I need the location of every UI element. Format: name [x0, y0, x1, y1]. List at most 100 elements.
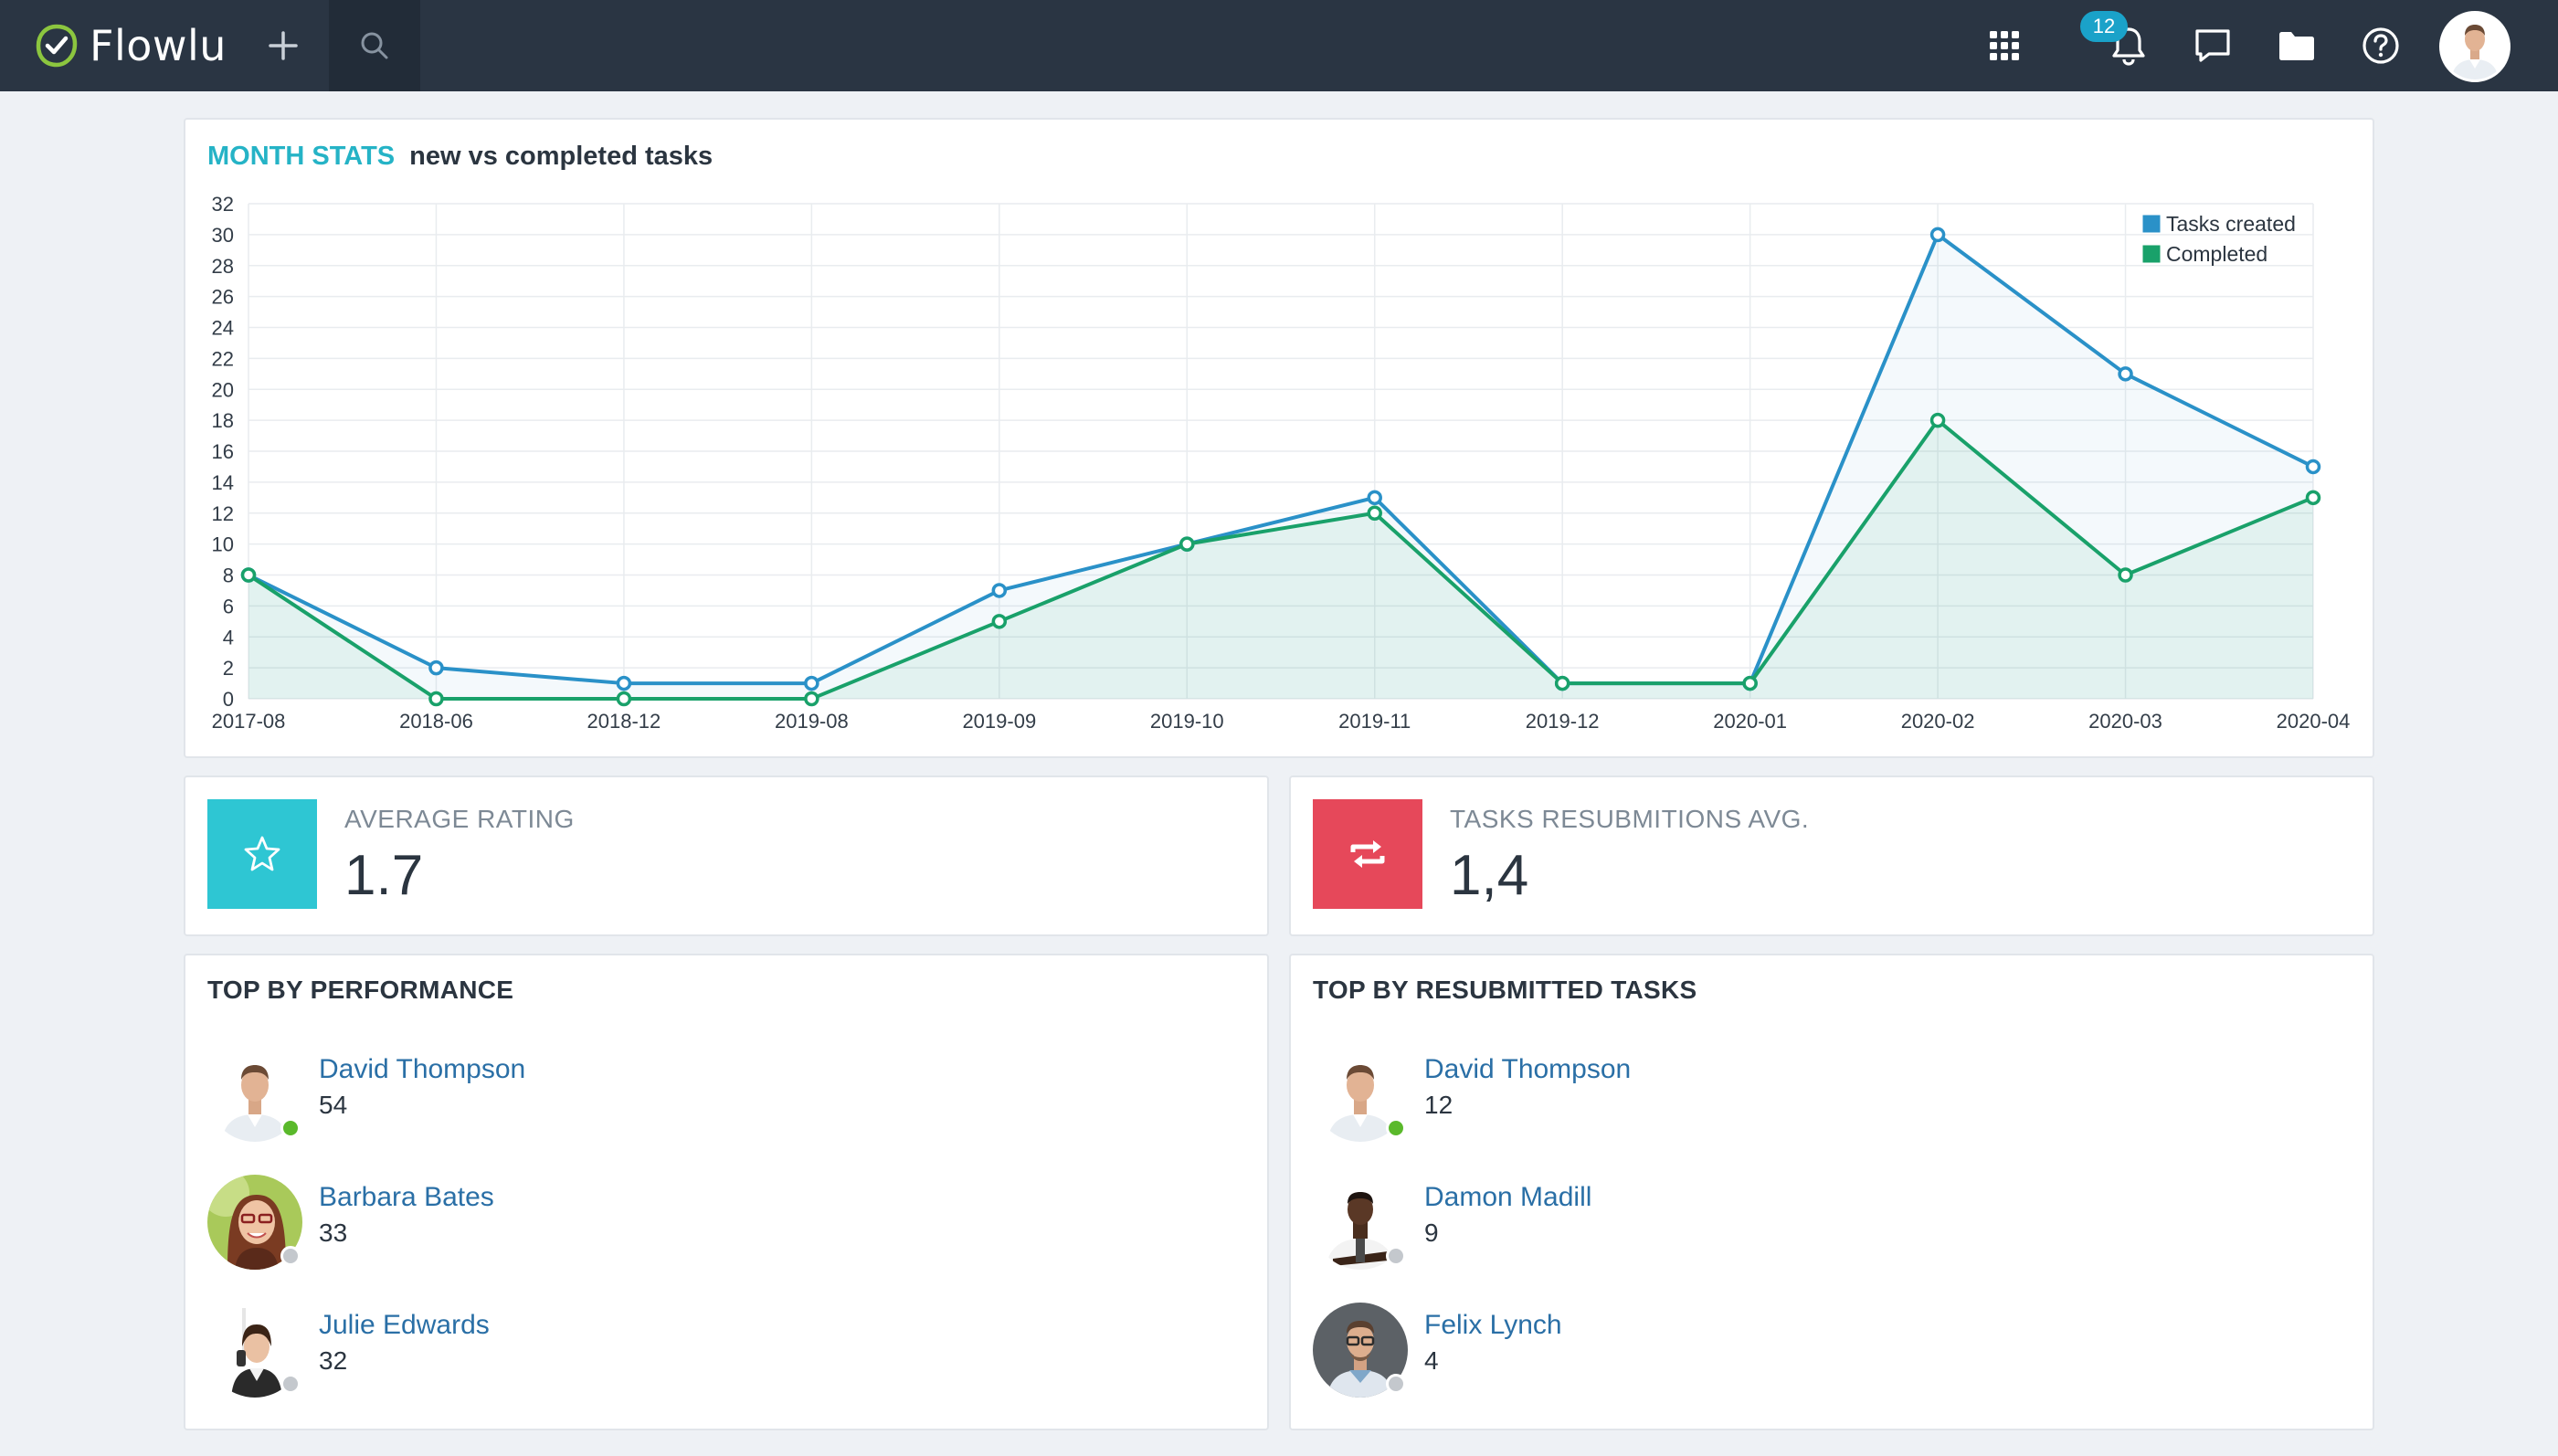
x-tick-label: 2017-08 — [212, 710, 286, 733]
search-button[interactable] — [329, 0, 420, 91]
series-line — [248, 232, 2314, 686]
y-tick-label: 14 — [212, 471, 234, 494]
y-tick-label: 32 — [212, 193, 234, 216]
star-icon — [244, 836, 280, 871]
top-by-resubmitted-card: TOP BY RESUBMITTED TASKS David Thompson … — [1289, 954, 2374, 1430]
online-status-dot — [1386, 1118, 1406, 1138]
x-tick-label: 2018-12 — [587, 710, 661, 733]
y-tick-label: 18 — [212, 409, 234, 432]
folder-icon — [2279, 32, 2314, 60]
data-point — [991, 583, 1008, 598]
resubmissions-value: 1,4 — [1450, 844, 1529, 907]
series-area — [248, 234, 2313, 699]
logo-check-icon — [36, 24, 78, 68]
list-item: Felix Lynch 4 — [1313, 1303, 1952, 1403]
offline-status-dot — [1386, 1374, 1406, 1394]
average-rating-card: AVERAGE RATING 1.7 — [184, 775, 1269, 936]
y-tick-label: 24 — [212, 317, 234, 340]
person-score: 32 — [319, 1346, 348, 1375]
y-tick-label: 30 — [212, 224, 234, 247]
y-tick-label: 0 — [223, 688, 234, 711]
average-rating-label: AVERAGE RATING — [344, 805, 575, 833]
data-point — [991, 614, 1008, 629]
data-point — [2305, 490, 2321, 506]
person-name-link[interactable]: Barbara Bates — [319, 1182, 494, 1212]
data-point — [1179, 536, 1195, 552]
x-tick-label: 2019-09 — [962, 710, 1036, 733]
y-tick-label: 2 — [223, 657, 234, 680]
top-navigation-bar: Flowlu 12 — [0, 0, 2558, 91]
apps-grid-button[interactable] — [1981, 22, 2028, 69]
resubmissions-label: TASKS RESUBMITIONS AVG. — [1450, 805, 1810, 833]
data-point — [1929, 412, 1946, 428]
chat-button[interactable] — [2189, 22, 2236, 69]
data-point — [240, 567, 257, 583]
list-item: Julie Edwards 32 — [207, 1303, 847, 1403]
repeat-icon — [1350, 840, 1385, 868]
offline-status-dot — [280, 1246, 301, 1266]
search-icon — [361, 32, 388, 59]
app-name: Flowlu — [90, 21, 227, 70]
data-point — [616, 675, 632, 691]
resubmissions-icon-box — [1313, 799, 1422, 909]
files-button[interactable] — [2273, 22, 2320, 69]
data-point — [1367, 490, 1382, 506]
data-point — [1367, 505, 1382, 521]
person-name-link[interactable]: Damon Madill — [1424, 1182, 1592, 1212]
person-score: 33 — [319, 1219, 348, 1247]
apps-grid-icon — [1990, 31, 2019, 60]
x-tick-label: 2019-10 — [1150, 710, 1224, 733]
tasks-resubmissions-card: TASKS RESUBMITIONS AVG. 1,4 — [1289, 775, 2374, 936]
legend-label: Tasks created — [2166, 212, 2296, 236]
person-name-link[interactable]: Julie Edwards — [319, 1310, 490, 1340]
data-point — [804, 675, 819, 691]
chart-title: MONTH STATS new vs completed tasks — [207, 142, 713, 172]
data-point — [2305, 459, 2321, 475]
y-tick-label: 12 — [212, 502, 234, 525]
x-tick-label: 2020-04 — [2277, 710, 2351, 733]
person-score: 4 — [1424, 1346, 1439, 1375]
y-tick-label: 26 — [212, 286, 234, 309]
data-point — [428, 659, 444, 676]
app-logo[interactable]: Flowlu — [35, 21, 227, 70]
y-tick-label: 8 — [223, 564, 234, 587]
create-new-button[interactable] — [258, 24, 309, 68]
y-tick-label: 4 — [223, 626, 234, 649]
chart-title-accent: MONTH STATS — [207, 142, 396, 171]
avatar[interactable] — [207, 1047, 302, 1142]
current-user-avatar[interactable] — [2439, 11, 2510, 82]
person-score: 12 — [1424, 1091, 1453, 1119]
list-item: Barbara Bates 33 — [207, 1175, 847, 1275]
person-name-link[interactable]: Felix Lynch — [1424, 1310, 1562, 1340]
y-tick-label: 28 — [212, 255, 234, 278]
data-point — [2118, 567, 2133, 583]
top-by-performance-card: TOP BY PERFORMANCE David Thompson 54 — [184, 954, 1269, 1430]
plus-icon — [269, 31, 298, 60]
series-line — [247, 418, 2314, 701]
average-rating-icon-box — [207, 799, 317, 909]
help-button[interactable] — [2357, 22, 2405, 69]
data-point — [1929, 227, 1946, 243]
data-point — [1554, 675, 1570, 691]
legend-label: Completed — [2166, 242, 2267, 266]
legend-swatch — [2141, 214, 2162, 234]
x-tick-label: 2019-12 — [1526, 710, 1600, 733]
person-name-link[interactable]: David Thompson — [319, 1054, 526, 1084]
top-by-performance-title: TOP BY PERFORMANCE — [207, 976, 514, 1004]
x-tick-label: 2020-03 — [2088, 710, 2162, 733]
y-tick-label: 10 — [212, 533, 234, 556]
y-tick-label: 22 — [212, 347, 234, 370]
chat-icon — [2195, 29, 2230, 62]
series-area — [248, 420, 2313, 699]
online-status-dot — [280, 1118, 301, 1138]
person-name-link[interactable]: David Thompson — [1424, 1054, 1632, 1084]
data-point — [1742, 675, 1758, 691]
offline-status-dot — [280, 1374, 301, 1394]
avatar[interactable] — [1313, 1303, 1408, 1398]
y-tick-label: 20 — [212, 378, 234, 401]
data-point — [616, 691, 632, 707]
person-score: 54 — [319, 1091, 348, 1119]
data-point — [2118, 366, 2133, 382]
